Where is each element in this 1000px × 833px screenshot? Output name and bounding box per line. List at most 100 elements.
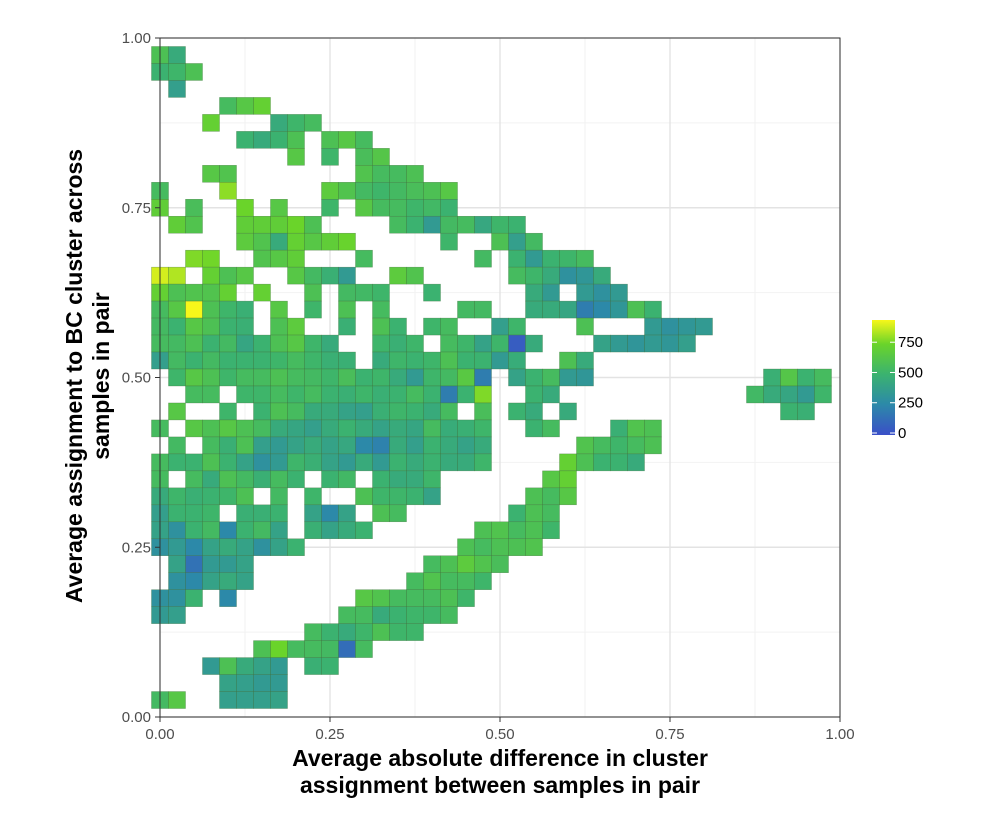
heatmap-cell (627, 419, 645, 438)
heatmap-cell (372, 300, 390, 319)
heatmap-cell (304, 419, 322, 438)
heatmap-cell (168, 521, 186, 540)
heatmap-cell (287, 266, 305, 285)
heatmap-cell (423, 470, 441, 489)
heatmap-cell (236, 266, 254, 285)
heatmap-cell (168, 436, 186, 455)
heatmap-cell (372, 182, 390, 200)
heatmap-cell (338, 385, 356, 404)
x-axis-ticks: 0.00 0.25 0.50 0.75 1.00 (145, 717, 855, 743)
heatmap-cell (559, 470, 577, 489)
heatmap-cell (423, 589, 441, 607)
heatmap-cell (270, 334, 288, 353)
heatmap-cell (202, 572, 220, 590)
heatmap-cell (338, 436, 356, 455)
heatmap-cell (338, 606, 356, 624)
heatmap-cell (355, 640, 373, 658)
heatmap-cell (168, 300, 186, 319)
heatmap-cell (185, 453, 203, 472)
heatmap-cell (474, 521, 492, 540)
heatmap-cell (797, 385, 815, 404)
heatmap-cell (508, 521, 526, 540)
heatmap-cell (185, 317, 203, 336)
heatmap-cell (236, 691, 254, 709)
heatmap-cell (321, 368, 339, 387)
heatmap-cell (219, 436, 237, 455)
heatmap-cell (576, 249, 594, 268)
heatmap-cell (406, 453, 424, 472)
heatmap-cell (321, 623, 339, 641)
heatmap-cell (304, 351, 322, 370)
heatmap-cell (168, 266, 186, 285)
heatmap-cell (270, 640, 288, 658)
heatmap-cell (474, 368, 492, 387)
heatmap-cell (474, 538, 492, 556)
heatmap-cell (508, 504, 526, 523)
x-axis-title-line-2: assignment between samples in pair (300, 772, 700, 798)
heatmap-cell (202, 487, 220, 506)
heatmap-cell (253, 215, 271, 234)
heatmap-cell (270, 504, 288, 523)
heatmap-cell (457, 589, 475, 607)
heatmap-cell (593, 453, 611, 472)
heatmap-cell (287, 419, 305, 438)
heatmap-cell (236, 385, 254, 404)
heatmap-cell (270, 419, 288, 438)
heatmap-cell (440, 402, 458, 421)
heatmap-cell (321, 436, 339, 455)
heatmap-cell (644, 419, 662, 438)
heatmap-cell (202, 266, 220, 285)
heatmap-cell (525, 334, 543, 353)
heatmap-cell (219, 317, 237, 336)
heatmap-cell (440, 453, 458, 472)
heatmap-cell (253, 368, 271, 387)
heatmap-cell (525, 368, 543, 387)
heatmap-cell (338, 640, 356, 658)
heatmap-cell (219, 351, 237, 370)
heatmap-cell (202, 317, 220, 336)
heatmap-cell (304, 657, 322, 675)
heatmap-cell (185, 589, 203, 607)
heatmap-cell (389, 317, 407, 336)
heatmap-cell (168, 606, 186, 624)
heatmap-cell (236, 555, 254, 573)
x-tick-label: 0.50 (485, 726, 514, 743)
heatmap-cell (304, 623, 322, 641)
heatmap-cell (304, 368, 322, 387)
heatmap-cell (355, 623, 373, 641)
heatmap-cell (797, 368, 815, 387)
heatmap-cell (423, 215, 441, 234)
heatmap-cell (219, 470, 237, 489)
heatmap-cell (372, 436, 390, 455)
heatmap-cell (491, 521, 509, 540)
heatmap-cell (321, 657, 339, 675)
heatmap-cell (406, 165, 424, 183)
heatmap-cell (270, 385, 288, 404)
heatmap-cell (338, 402, 356, 421)
x-tick-label: 0.00 (145, 726, 174, 743)
heatmap-cell (440, 572, 458, 590)
heatmap-cell (253, 385, 271, 404)
heatmap-cell (321, 470, 339, 489)
heatmap-cell (270, 215, 288, 234)
heatmap-cell (389, 215, 407, 234)
heatmap-cell (389, 453, 407, 472)
heatmap-cell (355, 606, 373, 624)
heatmap-cell (236, 351, 254, 370)
heatmap-cell (202, 368, 220, 387)
heatmap-cell (525, 266, 543, 285)
heatmap-cell (355, 199, 373, 217)
heatmap-cell (457, 300, 475, 319)
heatmap-cell (236, 368, 254, 387)
heatmap-cell (457, 419, 475, 438)
x-axis-title-line-1: Average absolute difference in cluster (292, 745, 708, 771)
heatmap-cell (219, 521, 237, 540)
heatmap-cell (440, 368, 458, 387)
heatmap-cell (253, 232, 271, 251)
heatmap-cell (287, 131, 305, 149)
heatmap-cell (474, 419, 492, 438)
heatmap-cell (440, 351, 458, 370)
heatmap-cell (270, 691, 288, 709)
heatmap-cell (610, 453, 628, 472)
heatmap-cell (202, 283, 220, 302)
